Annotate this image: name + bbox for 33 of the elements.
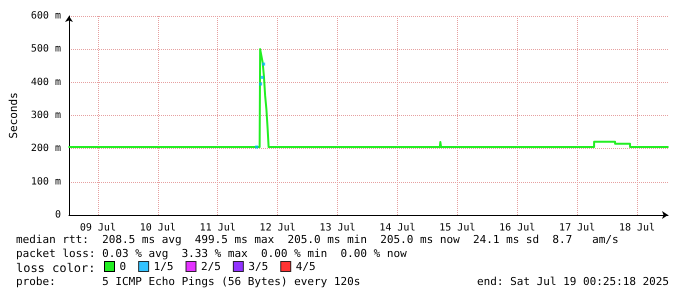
x-tick-label: 10 Jul (140, 222, 176, 234)
point (262, 62, 266, 66)
point (260, 76, 264, 79)
y-tick-label: 500 m (30, 44, 61, 55)
y-tick-label: 600 m (30, 10, 61, 22)
x-tick-label: 18 Jul (618, 222, 656, 234)
legend-label: 3/5 (248, 260, 268, 273)
y-tick-label: 100 m (30, 176, 61, 188)
y-tick-label: 0 (54, 210, 61, 220)
legend-label: 1/5 (154, 260, 174, 273)
text: packet loss: 0.03 % avg 3.33 % max 0.00 % min 0.00 % now (16, 247, 408, 260)
y-tick-label: 200 m (30, 143, 61, 154)
y-tick-label: 300 m (30, 110, 61, 121)
legend-label: 2/5 (200, 260, 221, 273)
x-tick-label: 14 Jul (379, 222, 416, 234)
legend-label: 4/5 (296, 260, 316, 273)
x-tick-label: 12 Jul (260, 222, 296, 234)
x-tick-label: 11 Jul (200, 222, 236, 234)
y-tick-label: 400 m (30, 76, 61, 88)
text: median rtt: 208.5 ms avg 499.5 ms max 205.0 ms min 205.0 ms now 24.1 ms sd 8.7 am/s (16, 233, 619, 246)
text: probe: 5 ICMP Echo Pings (56 Bytes) every 120s (16, 275, 360, 288)
line-series (68, 48, 669, 148)
x-tick-label: 17 Jul (559, 222, 596, 234)
x-tick-label: 13 Jul (319, 222, 356, 234)
x-tick-label: 16 Jul (499, 222, 536, 234)
x-tick-label: 15 Jul (439, 222, 476, 234)
legend-label: 0 (120, 260, 126, 273)
point (259, 82, 262, 86)
x-tick-label: 09 Jul (80, 222, 116, 234)
y-axis-title: Seconds (7, 92, 20, 139)
text: end: Sat Jul 19 00:25:18 2025 (477, 275, 670, 288)
point (255, 146, 258, 149)
legend-title: loss color: (16, 261, 96, 275)
